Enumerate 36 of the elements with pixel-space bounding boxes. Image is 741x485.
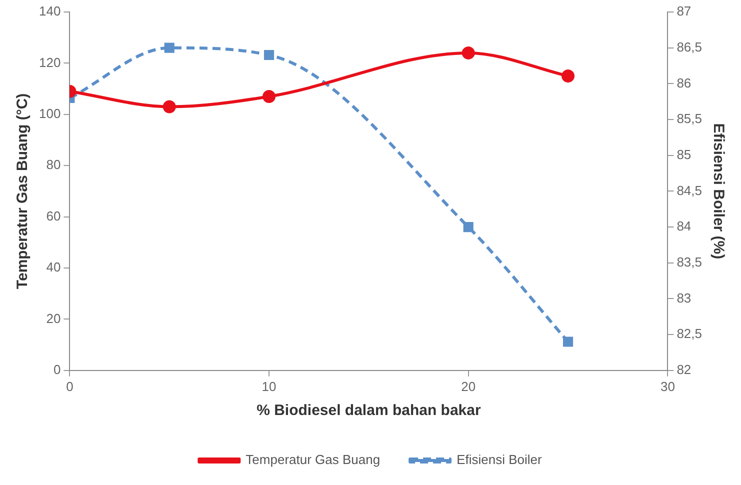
x-tick-label: 10	[262, 378, 276, 394]
y-tick-label: 0	[53, 362, 61, 377]
y2-tick-label: 85,5	[676, 111, 702, 126]
point	[262, 90, 276, 103]
y2-tick-label: 86,5	[676, 39, 702, 54]
y-tick-label: 120	[38, 54, 61, 70]
y2-tick-label: 84,5	[676, 182, 702, 198]
point	[562, 70, 575, 82]
legend-label: Efisiensi Boiler	[456, 452, 542, 468]
point	[562, 336, 574, 347]
y-tick-label: 60	[46, 208, 61, 224]
legend-label: Temperatur Gas Buang	[246, 452, 380, 468]
point	[463, 222, 474, 232]
x-tick-label: 30	[660, 378, 675, 394]
point	[264, 50, 274, 60]
y2-axis-title: Efisiensi Boiler (%)	[710, 123, 727, 260]
y2-tick-label: 82,5	[676, 326, 702, 342]
y2-tick-label: 85	[676, 146, 692, 162]
point	[162, 100, 176, 114]
point	[462, 46, 475, 60]
x-tick-label: 20	[461, 378, 476, 394]
point	[164, 42, 174, 53]
y-tick-label: 20	[46, 310, 61, 326]
y-tick-label: 80	[46, 157, 61, 172]
y-tick-label: 100	[38, 106, 61, 121]
y-axis-title: Temperatur Gas Buang (°C)	[14, 93, 32, 290]
y2-tick-label: 86	[676, 75, 692, 90]
y-tick-label: 40	[46, 260, 61, 275]
y2-tick-label: 83,5	[676, 254, 702, 270]
y2-tick-label: 84	[676, 218, 692, 234]
y2-tick-label: 83	[676, 290, 692, 306]
y2-tick-label: 87	[676, 4, 692, 19]
y2-tick-label: 82	[676, 362, 692, 377]
y-tick-label: 140	[38, 4, 61, 19]
x-axis-title: % Biodiesel dalam bahan bakar	[256, 402, 481, 420]
x-tick-label: 0	[66, 378, 74, 394]
